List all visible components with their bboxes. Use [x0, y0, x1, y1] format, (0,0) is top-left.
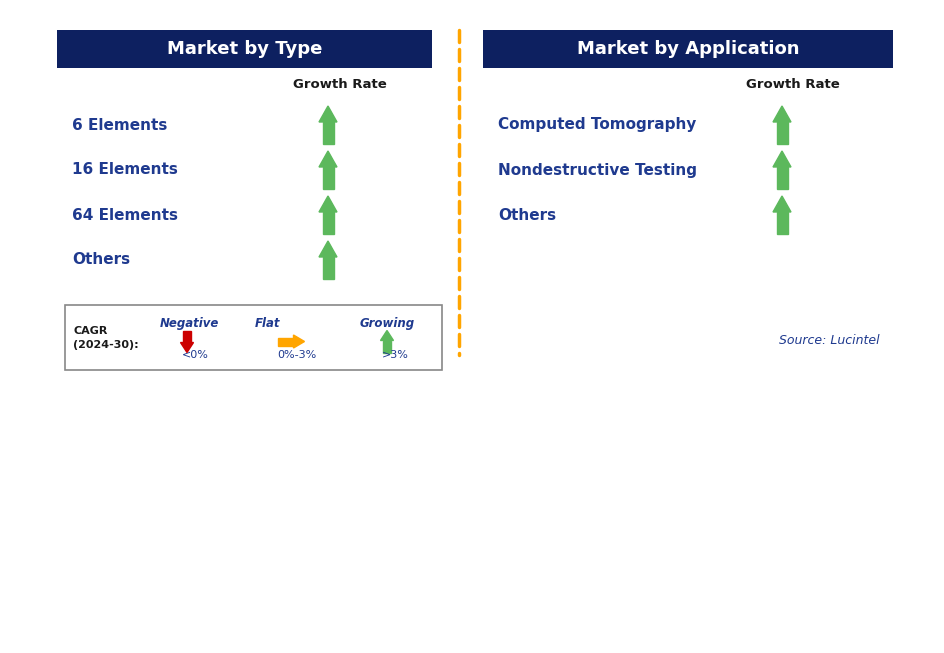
Text: Growing: Growing [360, 317, 414, 330]
Text: Others: Others [497, 208, 555, 223]
Text: 6 Elements: 6 Elements [72, 118, 167, 133]
Text: CAGR: CAGR [73, 325, 108, 336]
Bar [482, 30, 892, 68]
Text: Market by Type: Market by Type [167, 40, 322, 58]
Text: Others: Others [72, 253, 130, 268]
Text: Source: Lucintel: Source: Lucintel [779, 334, 879, 347]
Text: Growth Rate: Growth Rate [746, 78, 839, 91]
Text: Flat: Flat [255, 317, 280, 330]
Bar [65, 305, 442, 370]
Text: <0%: <0% [182, 351, 209, 360]
Bar [57, 30, 431, 68]
Polygon shape [380, 330, 393, 340]
Polygon shape [180, 343, 194, 353]
Text: Negative: Negative [160, 317, 219, 330]
Bar [776, 212, 786, 234]
Polygon shape [319, 241, 337, 257]
Text: Growth Rate: Growth Rate [293, 78, 386, 91]
Bar [322, 257, 333, 279]
Bar [183, 330, 191, 343]
Polygon shape [319, 196, 337, 212]
Text: 64 Elements: 64 Elements [72, 208, 177, 223]
Bar [776, 167, 786, 189]
Polygon shape [772, 106, 790, 122]
Text: Computed Tomography: Computed Tomography [497, 118, 696, 133]
Polygon shape [772, 151, 790, 167]
Polygon shape [319, 106, 337, 122]
Bar [322, 212, 333, 234]
Text: 0%-3%: 0%-3% [277, 351, 316, 360]
Bar [322, 167, 333, 189]
Bar [776, 122, 786, 144]
Bar [322, 122, 333, 144]
Polygon shape [319, 151, 337, 167]
Text: Nondestructive Testing: Nondestructive Testing [497, 163, 697, 178]
Bar [278, 338, 294, 345]
Text: 16 Elements: 16 Elements [72, 163, 177, 178]
Polygon shape [772, 196, 790, 212]
Bar [382, 340, 391, 353]
Polygon shape [294, 335, 304, 348]
Text: (2024-30):: (2024-30): [73, 340, 139, 349]
Text: >3%: >3% [381, 351, 409, 360]
Text: Market by Application: Market by Application [576, 40, 799, 58]
